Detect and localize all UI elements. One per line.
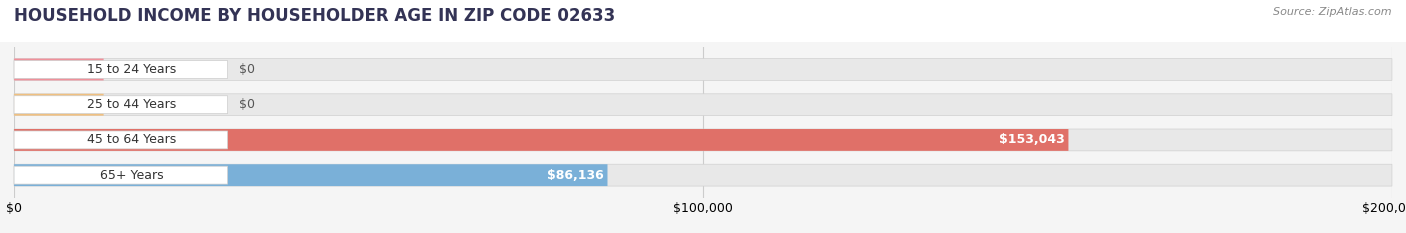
FancyBboxPatch shape <box>14 131 228 149</box>
FancyBboxPatch shape <box>14 61 228 79</box>
Text: 45 to 64 Years: 45 to 64 Years <box>87 134 176 146</box>
FancyBboxPatch shape <box>14 96 228 114</box>
Text: $86,136: $86,136 <box>547 169 603 182</box>
FancyBboxPatch shape <box>14 164 607 186</box>
FancyBboxPatch shape <box>14 94 104 116</box>
Text: $0: $0 <box>239 98 254 111</box>
Text: $153,043: $153,043 <box>998 134 1064 146</box>
FancyBboxPatch shape <box>14 129 1392 151</box>
FancyBboxPatch shape <box>14 166 228 184</box>
Text: $0: $0 <box>239 63 254 76</box>
Text: 65+ Years: 65+ Years <box>100 169 163 182</box>
Text: Source: ZipAtlas.com: Source: ZipAtlas.com <box>1274 7 1392 17</box>
Text: 25 to 44 Years: 25 to 44 Years <box>87 98 176 111</box>
Text: 15 to 24 Years: 15 to 24 Years <box>87 63 176 76</box>
FancyBboxPatch shape <box>14 58 104 80</box>
FancyBboxPatch shape <box>14 164 1392 186</box>
FancyBboxPatch shape <box>14 129 1069 151</box>
FancyBboxPatch shape <box>14 94 1392 116</box>
Text: HOUSEHOLD INCOME BY HOUSEHOLDER AGE IN ZIP CODE 02633: HOUSEHOLD INCOME BY HOUSEHOLDER AGE IN Z… <box>14 7 616 25</box>
FancyBboxPatch shape <box>14 58 1392 80</box>
